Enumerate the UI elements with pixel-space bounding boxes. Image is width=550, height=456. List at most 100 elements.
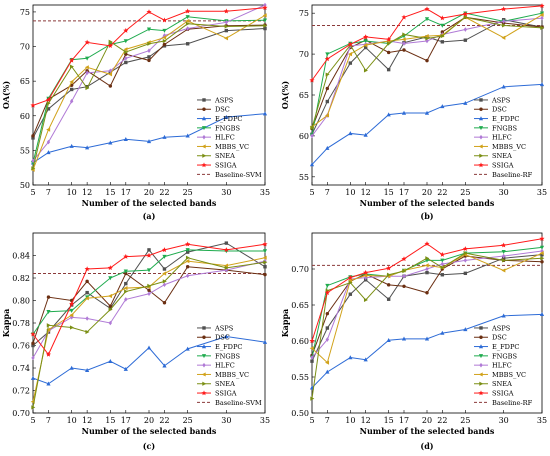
series-line <box>32 243 266 356</box>
data-point <box>85 70 89 76</box>
data-point <box>363 357 368 362</box>
data-point <box>262 241 268 247</box>
data-point <box>45 351 52 357</box>
data-point <box>262 339 268 344</box>
legend-label: ASPS <box>214 96 234 104</box>
y-tick-label: 55 <box>299 173 309 182</box>
legend-label: Baseline-SVM <box>215 399 262 407</box>
legend-label: HLFC <box>215 134 235 142</box>
data-point <box>69 87 74 92</box>
data-point <box>309 162 315 167</box>
data-point <box>147 248 151 252</box>
y-tick-label: 55 <box>20 146 30 155</box>
data-point <box>310 396 315 401</box>
data-point <box>325 113 330 118</box>
x-axis-title: Number of the selected bands <box>82 426 217 436</box>
data-point <box>85 279 89 284</box>
data-point <box>69 308 74 313</box>
data-point <box>124 56 128 61</box>
data-point <box>425 270 429 275</box>
x-tick-label: 35 <box>260 416 270 425</box>
data-point <box>425 256 430 261</box>
series-e-fdpc <box>309 82 545 167</box>
data-point <box>123 39 128 44</box>
x-tick-label: 30 <box>499 416 509 425</box>
data-point <box>263 23 268 28</box>
data-point <box>147 55 151 59</box>
data-point <box>162 279 167 284</box>
legend-item: ASPS <box>474 96 511 104</box>
data-point <box>539 245 545 250</box>
data-point <box>224 20 229 25</box>
legend-item: MBBS_VC <box>197 371 249 379</box>
data-point <box>325 52 330 57</box>
data-point <box>69 313 74 318</box>
data-point <box>463 258 468 263</box>
y-tick-label: 75 <box>299 9 309 18</box>
legend-item: E_FDPC <box>474 343 519 351</box>
data-point <box>30 331 36 337</box>
data-point <box>84 266 90 272</box>
x-tick-label: 25 <box>183 416 193 425</box>
data-point <box>46 101 51 106</box>
data-point <box>84 39 90 45</box>
legend-label: SSIGA <box>492 161 514 169</box>
data-point <box>31 134 35 138</box>
legend-marker <box>201 372 206 377</box>
y-axis-title: OA(%) <box>280 81 290 110</box>
legend-label: HLFC <box>492 362 512 370</box>
legend-item: SNEA <box>474 380 512 388</box>
x-tick-label: 17 <box>399 188 409 197</box>
data-point <box>147 48 151 53</box>
data-point <box>124 49 129 55</box>
y-axis-title: Kappa <box>1 309 11 338</box>
panel-label: (c) <box>143 441 156 451</box>
x-tick-label: 22 <box>437 416 447 425</box>
data-point <box>386 67 391 72</box>
data-point <box>84 65 89 70</box>
data-point <box>161 17 168 23</box>
data-point <box>424 263 429 268</box>
legend-label: DSC <box>492 334 507 342</box>
series-e-fdpc <box>30 111 268 165</box>
data-point <box>107 43 113 49</box>
data-point <box>501 313 506 318</box>
data-point <box>108 140 113 145</box>
data-point <box>223 8 229 14</box>
legend-item: SSIGA <box>197 389 237 397</box>
data-point <box>69 57 75 63</box>
data-point <box>539 3 545 8</box>
y-tick-label: 60 <box>20 112 30 121</box>
data-point <box>108 358 113 363</box>
data-point <box>124 289 129 294</box>
data-point <box>85 145 90 150</box>
data-point <box>31 343 35 348</box>
data-point <box>309 338 315 344</box>
series-snea <box>310 251 545 401</box>
data-point <box>146 9 152 15</box>
legend-label: FNGBS <box>215 124 240 132</box>
legend-item: DSC <box>474 106 507 114</box>
x-tick-label: 22 <box>159 416 169 425</box>
data-point <box>69 64 74 69</box>
data-point <box>363 275 368 280</box>
data-point <box>363 45 368 50</box>
data-point <box>540 25 545 31</box>
data-point <box>185 15 190 20</box>
data-point <box>440 33 445 39</box>
data-point <box>401 37 406 42</box>
legend-label: SNEA <box>492 152 512 160</box>
legend-marker <box>202 134 206 140</box>
data-point <box>262 249 268 254</box>
legend-marker <box>202 107 206 111</box>
y-tick-label: 0.84 <box>12 252 30 261</box>
data-point <box>31 158 35 164</box>
data-point <box>162 42 167 47</box>
data-point <box>162 35 167 40</box>
data-point <box>440 258 445 263</box>
data-point <box>162 271 167 276</box>
data-point <box>46 139 51 145</box>
data-point <box>348 355 353 360</box>
x-tick-label: 12 <box>82 188 92 197</box>
data-point <box>539 12 544 17</box>
